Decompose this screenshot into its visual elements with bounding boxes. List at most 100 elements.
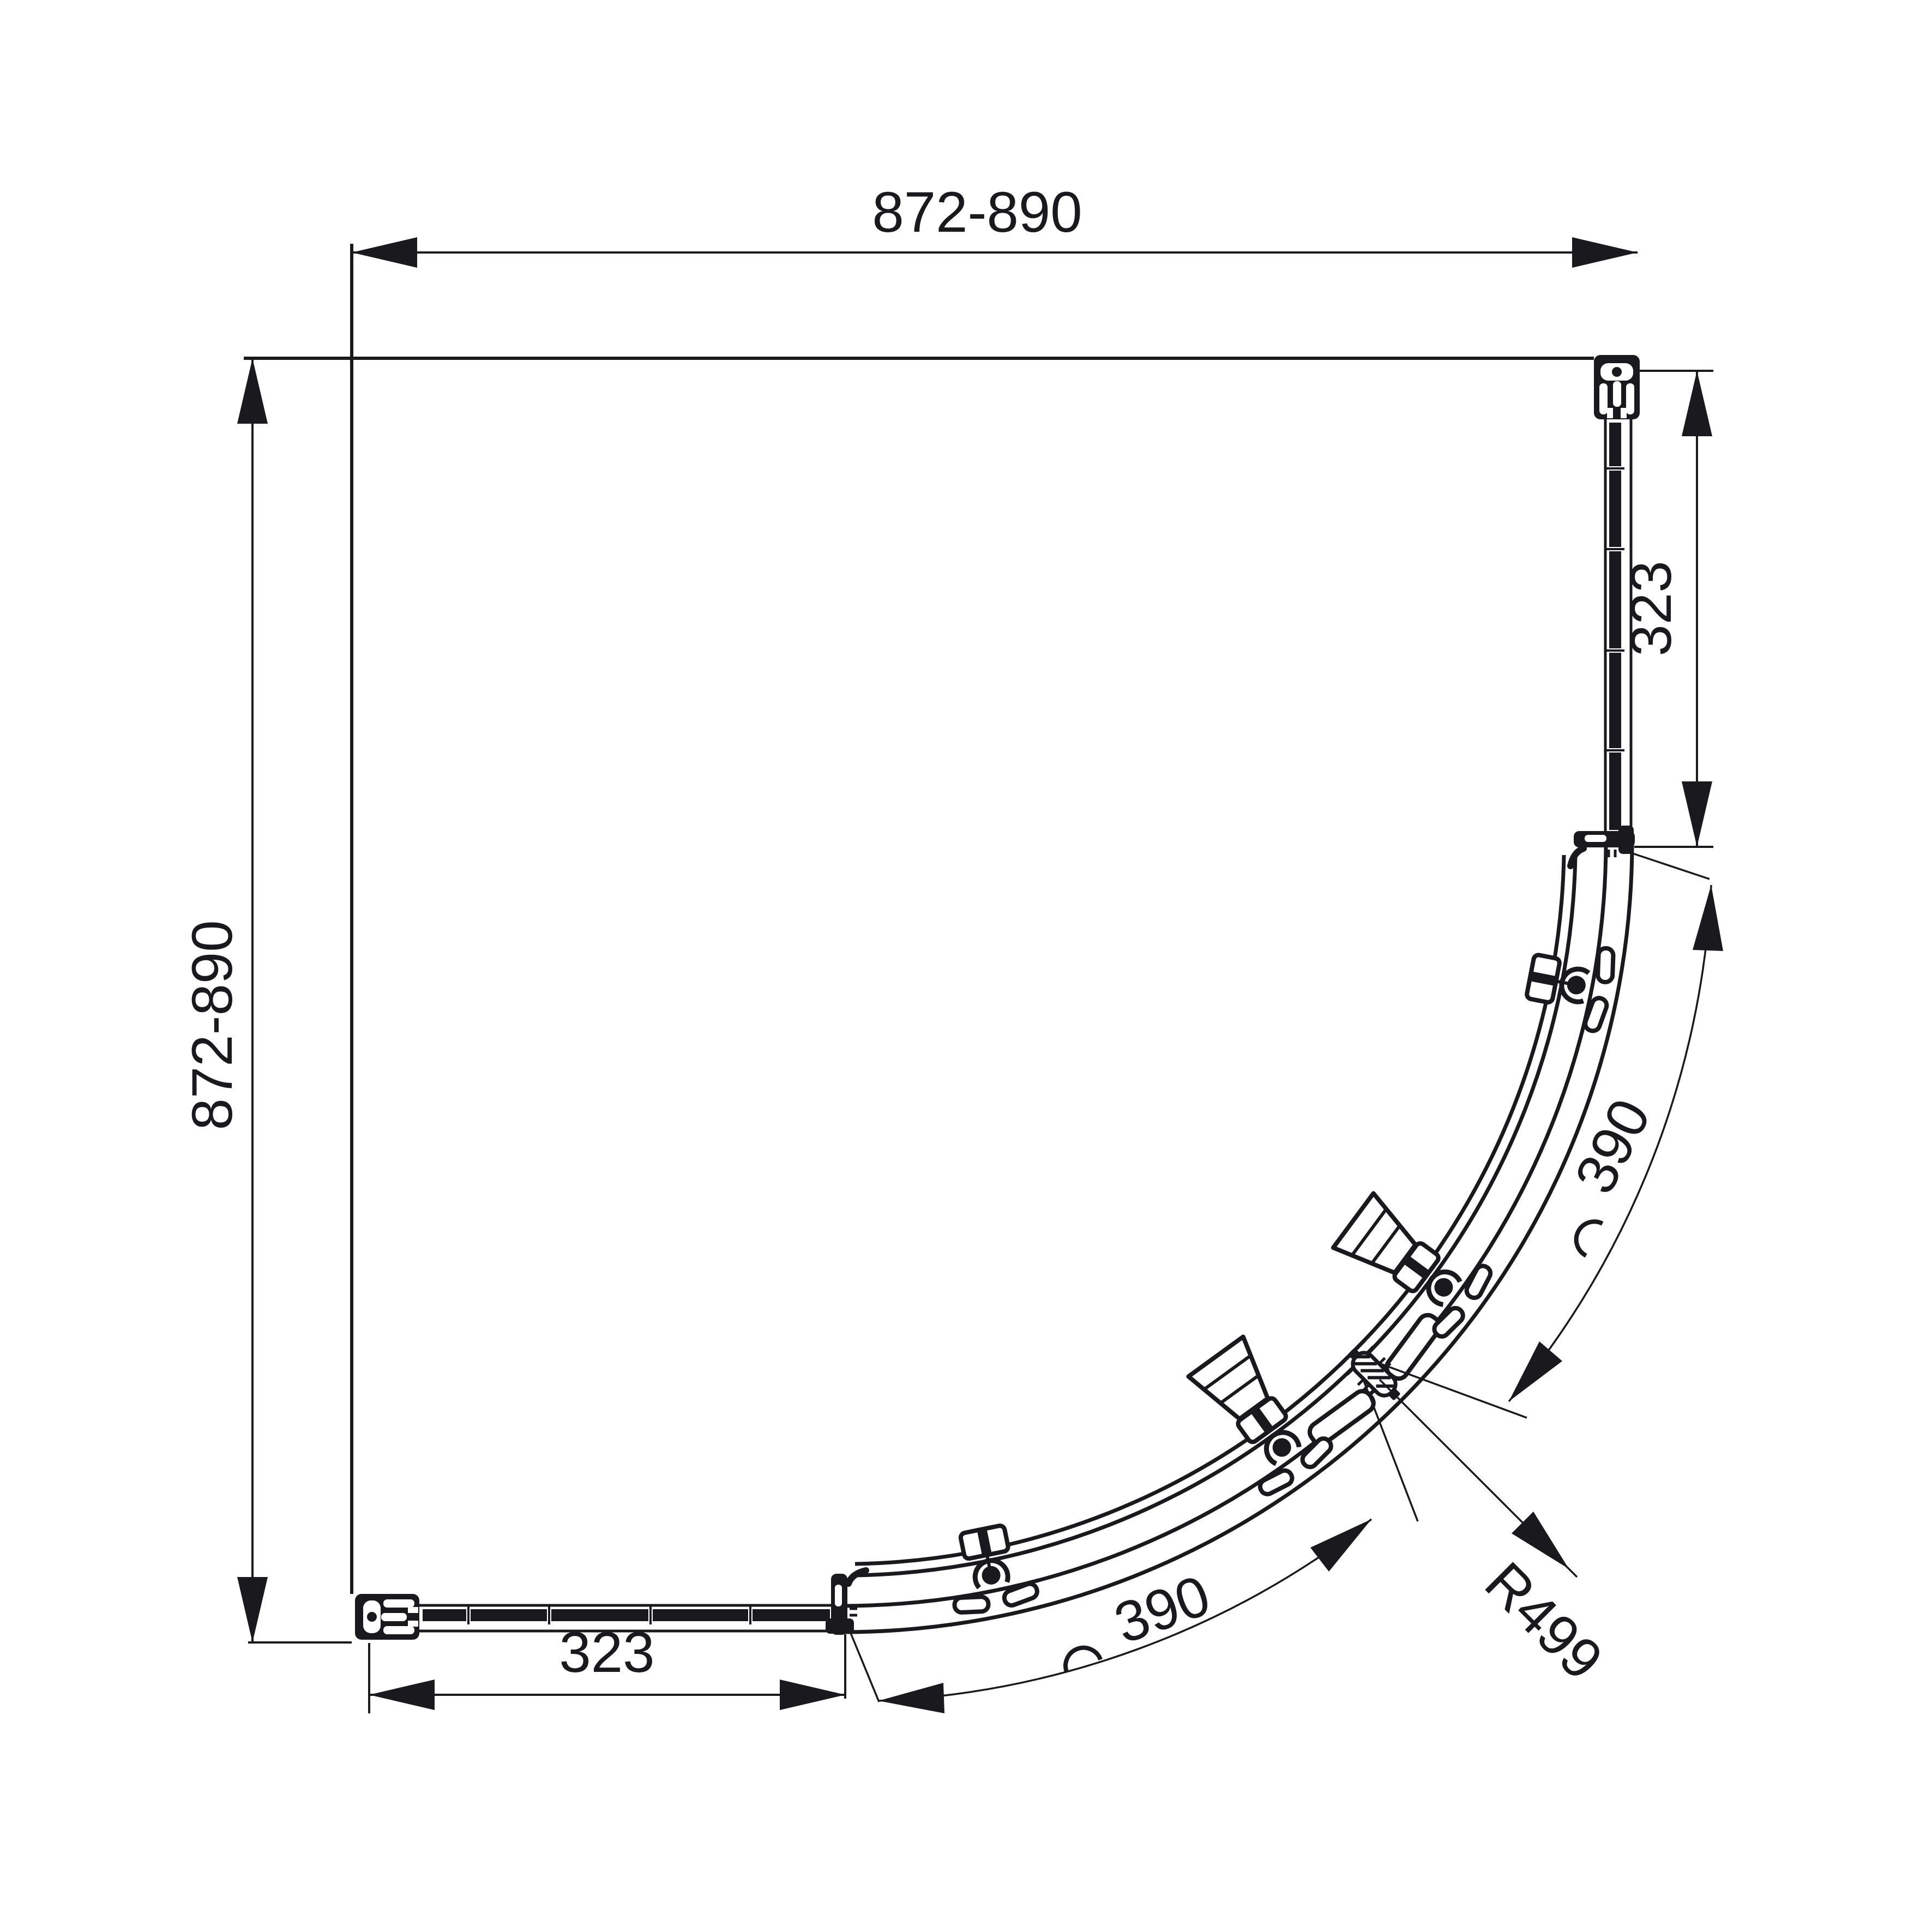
roller-clamp bbox=[1264, 1430, 1302, 1466]
dim-right-panel: 323 bbox=[1620, 370, 1713, 848]
roller-assembly-2 bbox=[1331, 1191, 1493, 1381]
door-upper-glass-inner bbox=[1338, 854, 1566, 1367]
panel-joint-ticks bbox=[1606, 467, 1624, 751]
roller-wheel bbox=[1596, 946, 1616, 984]
door-stile bbox=[1384, 1313, 1442, 1381]
roller-assembly-3 bbox=[1186, 1334, 1376, 1496]
connector-ticks bbox=[850, 1607, 857, 1617]
panel-profile-segment bbox=[1609, 423, 1621, 466]
wall-profile-top-right bbox=[1594, 355, 1640, 419]
dim-top-label: 872-890 bbox=[872, 180, 1082, 244]
roller-wheel bbox=[952, 1594, 991, 1615]
handle-bracket-ribs bbox=[1350, 1208, 1401, 1265]
arc-dim-line bbox=[878, 1518, 1373, 1702]
bracket-bar bbox=[1529, 971, 1557, 986]
profile-notch bbox=[1621, 408, 1627, 418]
roller-wheel bbox=[1464, 1263, 1493, 1300]
panel-profile-segment bbox=[1609, 471, 1621, 547]
connector-stub bbox=[1618, 826, 1634, 854]
panel-profile-segment bbox=[471, 1609, 547, 1621]
roller-axle-dot bbox=[1272, 1438, 1291, 1457]
dim-bottom-label: 323 bbox=[559, 1621, 654, 1684]
screw-icon bbox=[367, 1612, 377, 1622]
seal-hatching bbox=[1353, 1355, 1395, 1388]
panel-profile-segment bbox=[1609, 653, 1621, 748]
connector-slot bbox=[1585, 835, 1606, 842]
profile-slot bbox=[383, 1599, 414, 1608]
profile-notch bbox=[408, 1607, 418, 1613]
extension-line bbox=[1374, 1361, 1527, 1419]
enclosure-outline bbox=[244, 244, 1594, 1594]
wall-profile-bottom-left bbox=[355, 1594, 419, 1640]
dim-arc-upper-label: 390 bbox=[1563, 1089, 1663, 1203]
panel-joint-ticks bbox=[467, 1606, 751, 1624]
connector-ticks bbox=[1607, 850, 1617, 857]
handle-bracket-ribs bbox=[1203, 1354, 1260, 1405]
connector-stub bbox=[826, 1618, 854, 1634]
arrowhead-icon bbox=[1310, 1519, 1371, 1572]
profile-slot bbox=[1599, 383, 1608, 414]
arrowhead-left-icon bbox=[352, 237, 417, 268]
roller-clamp bbox=[972, 1558, 1010, 1590]
extension-line bbox=[1362, 1379, 1419, 1522]
panel-profile-segment bbox=[423, 1609, 466, 1621]
profile-slot bbox=[1613, 381, 1621, 407]
arrowhead-right-icon bbox=[780, 1680, 845, 1710]
connector-hook bbox=[845, 1567, 869, 1587]
dim-bottom-panel: 323 bbox=[368, 1621, 846, 1713]
profile-slot bbox=[383, 1626, 414, 1634]
arc-length-icon bbox=[1574, 1219, 1604, 1258]
profile-slot bbox=[1626, 383, 1634, 414]
extension-line bbox=[1627, 851, 1710, 880]
roller-wheel bbox=[1432, 1305, 1465, 1339]
roller-wheel bbox=[1257, 1468, 1295, 1496]
roller-wheel bbox=[1300, 1436, 1333, 1470]
dim-radius: R499 bbox=[1379, 1379, 1615, 1692]
extension-line bbox=[848, 1630, 880, 1702]
bracket-bar bbox=[977, 1528, 992, 1556]
arc-dim-line bbox=[1508, 884, 1712, 1403]
bracket-bar bbox=[1250, 1406, 1274, 1434]
door-upper-glass-outer bbox=[1345, 854, 1578, 1376]
dim-left: 872-890 bbox=[180, 358, 352, 1644]
door-lower-glass-outer bbox=[854, 1345, 1375, 1578]
panel-profile-segment bbox=[1609, 551, 1621, 648]
arrowhead-up-icon bbox=[1682, 371, 1712, 436]
roller-assembly-1 bbox=[1525, 946, 1616, 1033]
roller-wheel bbox=[1002, 1581, 1039, 1608]
roller-axle-dot bbox=[982, 1566, 1001, 1585]
panel-profile-segment bbox=[753, 1609, 830, 1621]
fixed-panel-right bbox=[1604, 419, 1633, 845]
door-stile bbox=[1307, 1389, 1376, 1446]
panel-profile-segment bbox=[551, 1609, 648, 1621]
dim-top: 872-890 bbox=[352, 180, 1638, 268]
arrowhead-icon bbox=[1509, 1341, 1562, 1401]
panel-profile-segment bbox=[1609, 753, 1621, 830]
arc-length-icon bbox=[1063, 1645, 1103, 1673]
arrowhead-icon bbox=[878, 1683, 944, 1713]
arrowhead-up-icon bbox=[237, 358, 268, 424]
connector-hook bbox=[1567, 845, 1587, 869]
roller-clamp bbox=[1426, 1269, 1462, 1307]
dim-arc-lower-label: 390 bbox=[1106, 1563, 1218, 1656]
arrowhead-left-icon bbox=[369, 1680, 435, 1710]
dim-radius-label: R499 bbox=[1473, 1550, 1615, 1692]
door-connector-bottom-left bbox=[826, 1567, 869, 1635]
roller-clamp bbox=[1559, 966, 1591, 1004]
fixed-panel-bottom bbox=[419, 1604, 845, 1633]
door-upper bbox=[1338, 854, 1578, 1376]
roller-axle-dot bbox=[1434, 1278, 1453, 1297]
screw-icon bbox=[1612, 367, 1622, 377]
profile-notch bbox=[1607, 408, 1613, 418]
seal-nub bbox=[1348, 1348, 1359, 1359]
dim-right-label: 323 bbox=[1620, 561, 1683, 656]
roller-axle-dot bbox=[1567, 976, 1586, 995]
profile-notch bbox=[408, 1621, 418, 1627]
door-lower-glass-inner bbox=[854, 1338, 1367, 1566]
arrowhead-down-icon bbox=[237, 1577, 268, 1642]
arrowhead-down-icon bbox=[1682, 781, 1712, 847]
arrowhead-icon bbox=[1693, 885, 1723, 951]
arrowhead-icon bbox=[1512, 1512, 1569, 1569]
roller-wheel bbox=[1583, 996, 1609, 1033]
